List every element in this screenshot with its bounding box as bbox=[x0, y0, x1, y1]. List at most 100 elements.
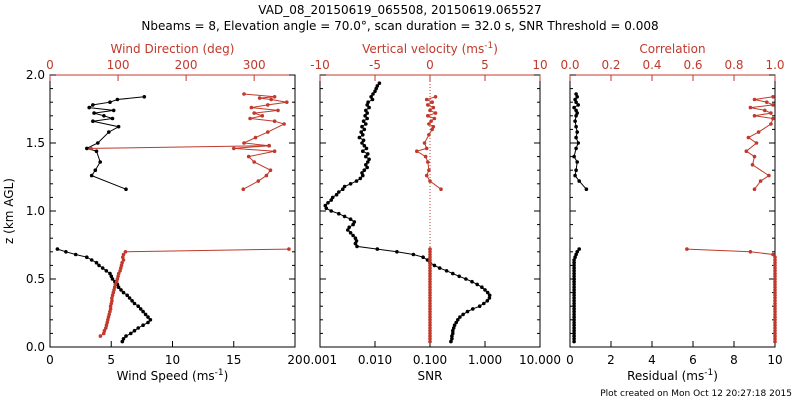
y-tick-label: 2.0 bbox=[26, 68, 45, 82]
data-point bbox=[241, 187, 246, 191]
data-point bbox=[572, 260, 576, 265]
data-point bbox=[375, 247, 380, 251]
data-point bbox=[364, 122, 368, 126]
data-point bbox=[752, 187, 757, 191]
data-point bbox=[252, 160, 256, 164]
data-point bbox=[373, 89, 377, 94]
data-point bbox=[110, 277, 115, 281]
data-point bbox=[574, 135, 578, 140]
data-point bbox=[477, 304, 482, 309]
data-point bbox=[102, 114, 106, 118]
data-point bbox=[575, 130, 579, 134]
data-point bbox=[348, 217, 353, 221]
x-tick-label: 0 bbox=[46, 353, 54, 367]
data-point bbox=[431, 105, 436, 110]
data-point bbox=[456, 318, 460, 322]
data-point bbox=[120, 260, 124, 265]
data-point bbox=[424, 146, 429, 151]
data-point bbox=[572, 312, 576, 317]
data-point bbox=[572, 279, 576, 284]
data-point bbox=[423, 154, 428, 159]
data-point bbox=[246, 154, 251, 159]
data-point bbox=[748, 250, 753, 254]
data-point bbox=[365, 165, 370, 170]
data-point bbox=[256, 179, 261, 183]
data-point bbox=[773, 307, 777, 311]
data-point bbox=[426, 114, 430, 118]
series-line bbox=[324, 82, 491, 342]
data-point bbox=[769, 111, 773, 115]
data-point bbox=[773, 274, 777, 279]
data-point bbox=[685, 247, 689, 251]
data-point bbox=[574, 114, 578, 118]
data-point bbox=[471, 307, 475, 311]
data-point bbox=[574, 168, 578, 172]
data-point bbox=[572, 331, 576, 336]
top-tick-label: 100 bbox=[107, 58, 130, 72]
x-tick-label: 5 bbox=[107, 353, 115, 367]
top-axis-label-residual-text: Correlation bbox=[639, 42, 705, 56]
data-point bbox=[572, 290, 576, 295]
data-point bbox=[142, 95, 147, 99]
data-point bbox=[572, 288, 576, 292]
x-tick-label: 8 bbox=[730, 353, 738, 367]
data-point bbox=[143, 312, 148, 317]
x-axis-label-wind-text: Wind Speed (ms bbox=[117, 369, 215, 383]
data-point bbox=[773, 309, 777, 314]
data-point bbox=[365, 103, 370, 107]
data-point bbox=[110, 293, 115, 298]
data-point bbox=[85, 146, 89, 151]
data-point bbox=[773, 269, 777, 273]
data-point bbox=[367, 157, 371, 162]
data-point bbox=[106, 315, 111, 319]
data-point bbox=[427, 122, 431, 126]
data-point bbox=[141, 323, 145, 328]
data-point bbox=[572, 266, 576, 270]
data-point bbox=[575, 250, 579, 254]
data-point bbox=[354, 239, 359, 243]
data-point bbox=[773, 318, 777, 322]
data-point bbox=[773, 328, 777, 333]
data-point bbox=[758, 179, 763, 183]
data-point bbox=[276, 108, 280, 113]
data-point bbox=[119, 288, 123, 292]
data-point bbox=[773, 258, 777, 262]
data-point bbox=[428, 277, 432, 281]
data-point bbox=[395, 250, 399, 254]
data-point bbox=[773, 323, 777, 328]
data-point bbox=[572, 328, 576, 333]
x-axis-label-snr-text: SNR bbox=[418, 369, 443, 383]
data-point bbox=[324, 206, 329, 211]
data-point bbox=[93, 168, 98, 172]
data-point bbox=[572, 337, 576, 341]
data-point bbox=[87, 105, 91, 110]
data-point bbox=[104, 323, 109, 328]
data-point bbox=[444, 269, 449, 273]
data-point bbox=[89, 258, 94, 262]
data-point bbox=[572, 285, 576, 290]
data-point bbox=[773, 312, 777, 317]
data-point bbox=[91, 103, 95, 107]
data-point bbox=[574, 124, 578, 129]
data-point bbox=[450, 334, 454, 338]
x-axis-label-residual-end: ) bbox=[713, 369, 718, 383]
top-axis-label-snr-end: ) bbox=[493, 42, 498, 56]
data-point bbox=[377, 81, 382, 85]
data-point bbox=[55, 247, 60, 251]
data-point bbox=[118, 269, 122, 273]
data-point bbox=[449, 339, 453, 344]
data-point bbox=[428, 307, 432, 311]
data-point bbox=[432, 263, 437, 268]
data-point bbox=[108, 271, 112, 276]
x-tick-label: 1.000 bbox=[468, 353, 502, 367]
data-point bbox=[572, 309, 576, 314]
data-point bbox=[433, 95, 438, 99]
data-point bbox=[573, 255, 577, 259]
series-snr-0 bbox=[323, 81, 492, 344]
data-point bbox=[428, 323, 432, 328]
data-point bbox=[329, 209, 334, 213]
data-point bbox=[120, 339, 125, 344]
data-point bbox=[107, 130, 111, 134]
data-point bbox=[744, 149, 749, 153]
